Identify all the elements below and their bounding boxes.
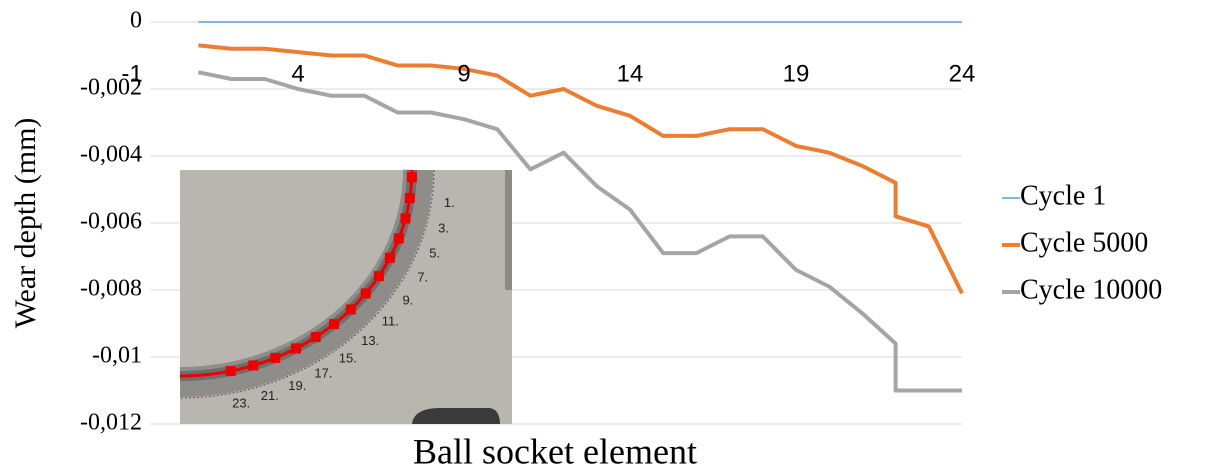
y-tick-label: -0,006 <box>80 209 142 235</box>
x-axis-label: Ball socket element <box>413 431 697 471</box>
inset-marker <box>329 319 340 330</box>
inset-marker <box>393 233 404 244</box>
x-tick-label: 14 <box>617 60 644 87</box>
x-tick-label: 9 <box>457 60 470 87</box>
x-tick-label: 24 <box>949 60 976 87</box>
inset-edge <box>505 170 512 290</box>
inset-marker <box>373 271 384 282</box>
y-tick-label: -0,004 <box>80 142 142 168</box>
legend-label: Cycle 1 <box>1020 180 1106 211</box>
inset-label: 19. <box>288 378 306 393</box>
inset-label: 21. <box>261 388 279 403</box>
legend-label: Cycle 10000 <box>1020 274 1162 305</box>
inset-label: 3. <box>438 221 449 236</box>
inset-label: 5. <box>429 246 440 261</box>
y-axis-label: Wear depth (mm) <box>9 118 42 329</box>
inset-marker <box>248 360 259 371</box>
inset-marker <box>406 172 417 183</box>
y-tick-label: 0 <box>130 8 142 34</box>
inset-marker <box>360 288 371 299</box>
legend-label: Cycle 5000 <box>1020 227 1148 258</box>
inset-label: 23. <box>232 395 250 410</box>
inset-label: 9. <box>402 292 413 307</box>
series-line <box>198 43 964 295</box>
inset-label: 13. <box>361 333 379 348</box>
inset-edge-line <box>179 169 435 399</box>
inset-marker <box>400 213 411 224</box>
series-lines <box>198 21 964 393</box>
inset-image: 1. 3. 5.7. 9.11.13. 15. 17. 19. 21. 23. <box>179 169 512 424</box>
inset-marker <box>310 332 321 343</box>
inset-marker <box>225 366 236 377</box>
inset-label: 15. <box>339 350 357 365</box>
y-tick-label: -0,002 <box>80 75 142 101</box>
x-tick-label: -1 <box>121 60 142 87</box>
inset-marker <box>404 192 415 203</box>
inset-shape <box>412 408 500 424</box>
inset-marker <box>345 304 356 315</box>
inset-label: 11. <box>382 314 399 329</box>
legend: Cycle 1 Cycle 5000 Cycle 10000 <box>1002 180 1162 305</box>
y-tick-label: -0,008 <box>80 276 142 302</box>
y-tick-label: -0,012 <box>80 410 142 436</box>
inset-band-outer <box>179 169 433 397</box>
x-tick-label: 4 <box>291 60 304 87</box>
series-line <box>198 70 962 393</box>
inset-label: 17. <box>314 365 332 380</box>
inset-marker <box>291 343 301 354</box>
y-tick-label: -0,01 <box>92 343 142 369</box>
inset-marker <box>270 352 281 363</box>
x-tick-label: 19 <box>783 60 810 87</box>
inset-label: 7. <box>417 270 428 285</box>
inset-marker <box>384 252 395 263</box>
inset-label: 1. <box>444 195 455 210</box>
